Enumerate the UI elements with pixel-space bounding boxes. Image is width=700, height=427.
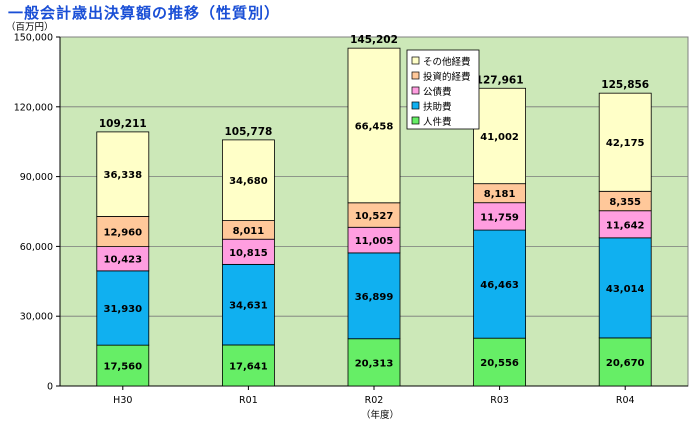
segment-value-label: 46,463	[480, 280, 519, 291]
legend-label: 公債費	[423, 86, 452, 98]
y-axis-label: （百万円）	[6, 21, 54, 33]
segment-value-label: 43,014	[606, 284, 645, 295]
legend-swatch	[411, 101, 420, 110]
bar-segment	[473, 202, 527, 231]
y-tick-label: 150,000	[14, 33, 53, 44]
total-value-label: 109,211	[99, 118, 147, 130]
bar-segment	[598, 337, 652, 387]
bar-segment	[221, 344, 275, 387]
segment-value-label: 10,527	[355, 211, 394, 222]
segment-value-label: 34,631	[229, 301, 268, 312]
legend-swatch	[411, 86, 420, 95]
legend-label: 人件費	[423, 116, 452, 128]
x-tick-label: R01	[239, 395, 258, 406]
segment-value-label: 20,556	[480, 358, 519, 369]
x-tick-label: H30	[113, 395, 132, 406]
segment-value-label: 11,759	[480, 212, 519, 223]
segment-value-label: 66,458	[355, 121, 394, 132]
bar-segment	[96, 344, 150, 387]
bar-segment	[96, 131, 150, 217]
segment-value-label: 34,680	[229, 176, 268, 187]
segment-value-label: 10,423	[104, 255, 143, 266]
legend-label: その他経費	[423, 56, 471, 68]
legend-swatch	[411, 71, 420, 80]
bar-segment	[221, 263, 275, 346]
y-tick-label: 120,000	[14, 102, 53, 113]
x-tick-label: R03	[490, 395, 509, 406]
chart-title: 一般会計歳出決算額の推移（性質別）	[8, 4, 281, 22]
total-value-label: 145,202	[350, 34, 398, 46]
total-value-label: 127,961	[476, 74, 524, 86]
total-value-label: 105,778	[224, 126, 272, 138]
bar-segment	[598, 237, 652, 339]
segment-value-label: 8,355	[609, 197, 641, 208]
bar-segment	[473, 337, 527, 387]
bar-segment	[347, 252, 401, 340]
bar-segment	[473, 229, 527, 339]
segment-value-label: 12,960	[104, 228, 143, 239]
segment-value-label: 11,005	[355, 236, 394, 247]
bar-segment	[96, 270, 150, 346]
y-tick-label: 30,000	[20, 312, 53, 323]
y-tick-label: 90,000	[20, 172, 53, 183]
segment-value-label: 36,899	[355, 292, 394, 303]
y-tick-label: 60,000	[20, 242, 53, 253]
bar-segment	[598, 210, 652, 239]
bar-segment	[473, 87, 527, 185]
bar-segment	[347, 226, 401, 254]
segment-value-label: 10,815	[229, 248, 268, 259]
legend-swatch	[411, 116, 420, 125]
bar-segment	[347, 47, 401, 204]
segment-value-label: 20,313	[355, 358, 394, 369]
segment-value-label: 41,002	[480, 132, 519, 143]
segment-value-label: 11,642	[606, 220, 645, 231]
segment-value-label: 8,181	[484, 189, 516, 200]
bar-segment	[96, 246, 150, 272]
bar-segment	[598, 92, 652, 192]
legend-label: 扶助費	[423, 101, 452, 113]
segment-value-label: 36,338	[104, 170, 143, 181]
bars	[96, 47, 652, 387]
x-tick-label: R04	[616, 395, 635, 406]
bar-segment	[347, 338, 401, 387]
x-axis-label: （年度）	[361, 409, 399, 421]
segment-value-label: 31,930	[104, 304, 143, 315]
segment-value-label: 20,670	[606, 358, 645, 369]
segment-value-label: 42,175	[606, 138, 645, 149]
total-value-label: 125,856	[601, 79, 649, 91]
legend-swatch	[411, 56, 420, 65]
bar-segment	[221, 139, 275, 221]
segment-value-label: 8,011	[233, 226, 265, 237]
y-tick-label: 0	[47, 382, 53, 393]
legend-label: 投資的経費	[423, 71, 471, 83]
segment-value-label: 17,560	[104, 362, 143, 373]
data-labels: 17,560 31,930 10,423 12,960 36,338 109,211 17,…	[99, 34, 649, 372]
x-tick-label: R02	[365, 395, 384, 406]
segment-value-label: 17,641	[229, 361, 268, 372]
